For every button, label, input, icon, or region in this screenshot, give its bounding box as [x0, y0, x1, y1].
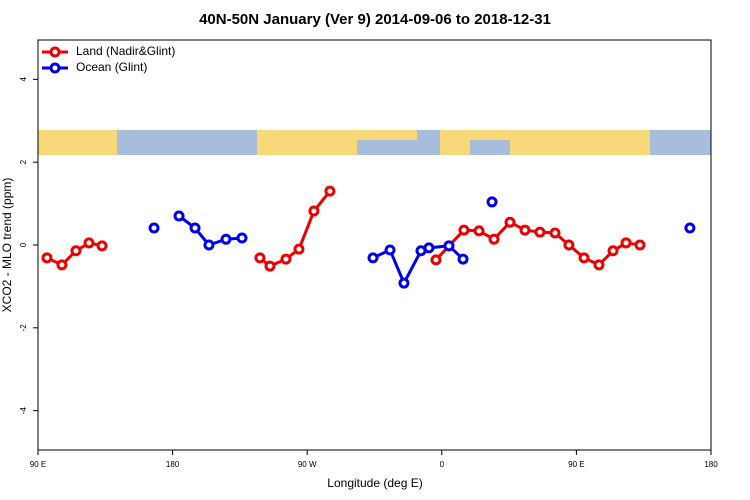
y-axis-label: XCO2 - MLO trend (ppm)	[0, 178, 14, 313]
point	[486, 196, 498, 208]
point	[398, 277, 410, 289]
point	[148, 222, 160, 234]
point	[236, 232, 248, 244]
point	[634, 239, 646, 251]
point	[220, 233, 232, 245]
point	[473, 225, 485, 237]
legend-marker	[49, 62, 61, 74]
x-tick-label: 180	[704, 460, 718, 469]
point	[684, 222, 696, 234]
point	[254, 252, 266, 264]
point	[457, 253, 469, 265]
point	[430, 254, 442, 266]
point	[423, 242, 435, 254]
point	[620, 237, 632, 249]
y-tick-label: 4	[19, 77, 28, 82]
point	[367, 252, 379, 264]
point	[563, 239, 575, 251]
point	[280, 253, 292, 265]
point	[578, 252, 590, 264]
point	[593, 259, 605, 271]
map-strip	[38, 130, 711, 155]
x-tick-label: 180	[166, 460, 180, 469]
point	[41, 252, 53, 264]
x-tick-label: 90 E	[30, 460, 46, 469]
point	[308, 205, 320, 217]
plot-frame	[37, 39, 712, 451]
point	[189, 222, 201, 234]
series-line	[46, 190, 641, 268]
point	[96, 240, 108, 252]
y-tick-label: -4	[19, 407, 28, 415]
x-tick-label: 90 E	[568, 460, 584, 469]
point	[264, 260, 276, 272]
point	[70, 245, 82, 257]
point	[549, 227, 561, 239]
y-tick-label: 2	[19, 159, 28, 164]
point	[458, 224, 470, 236]
y-tick-label: 0	[19, 242, 28, 247]
legend-label: Ocean (Glint)	[76, 60, 147, 74]
chart-title: 40N-50N January (Ver 9) 2014-09-06 to 20…	[199, 11, 551, 28]
point	[504, 216, 516, 228]
point	[384, 244, 396, 256]
point	[519, 224, 531, 236]
point	[203, 239, 215, 251]
x-tick-label: 90 W	[298, 460, 317, 469]
point	[443, 240, 455, 252]
point	[324, 185, 336, 197]
point	[488, 233, 500, 245]
point	[293, 243, 305, 255]
x-tick-label: 0	[440, 460, 445, 469]
point	[83, 237, 95, 249]
point	[56, 259, 68, 271]
point	[607, 245, 619, 257]
legend-label: Land (Nadir&Glint)	[76, 44, 175, 58]
y-tick-label: -2	[19, 324, 28, 332]
point	[534, 226, 546, 238]
legend-marker	[49, 46, 61, 58]
x-axis-label: Longitude (deg E)	[327, 476, 422, 490]
point	[173, 210, 185, 222]
